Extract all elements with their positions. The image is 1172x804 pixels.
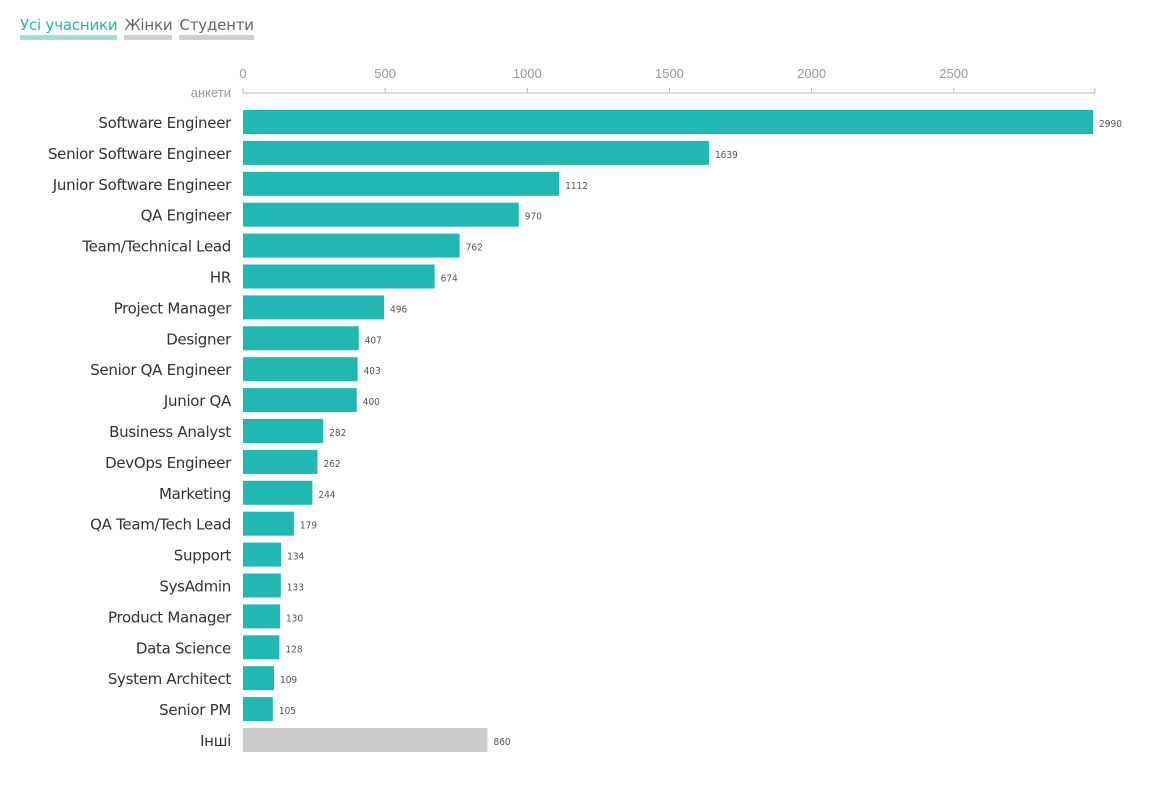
x-axis-title: анкети xyxy=(191,85,231,100)
category-label: DevOps Engineer xyxy=(105,454,232,472)
value-label: 1112 xyxy=(565,181,588,192)
bar[interactable] xyxy=(243,728,488,752)
bar[interactable] xyxy=(243,326,359,351)
category-label: Junior QA xyxy=(163,392,232,410)
value-label: 262 xyxy=(323,459,340,470)
bar[interactable] xyxy=(243,666,274,691)
bar[interactable] xyxy=(243,388,357,413)
value-label: 128 xyxy=(285,644,302,655)
category-label: Project Manager xyxy=(114,299,232,317)
value-label: 133 xyxy=(287,583,304,594)
bar[interactable] xyxy=(243,202,519,227)
bar[interactable] xyxy=(243,511,294,536)
value-label: 282 xyxy=(329,428,346,439)
category-label: Marketing xyxy=(159,485,231,503)
x-tick-label: 2000 xyxy=(797,66,826,81)
category-label: Data Science xyxy=(136,639,231,657)
bar[interactable] xyxy=(243,480,313,505)
category-label: Business Analyst xyxy=(109,423,231,441)
bar[interactable] xyxy=(243,573,281,598)
category-label: Designer xyxy=(166,330,232,348)
category-label: QA Engineer xyxy=(141,207,232,225)
category-label: Support xyxy=(174,547,232,565)
bars: Software Engineer 2990 Senior Software Eng… xyxy=(48,110,1122,752)
value-label: 109 xyxy=(280,675,297,686)
category-label: Senior QA Engineer xyxy=(90,361,232,379)
bar[interactable] xyxy=(243,419,324,443)
value-label: 970 xyxy=(525,212,542,223)
x-tick-label: 0 xyxy=(239,66,246,81)
x-axis: 0 500 1000 1500 2000 2500 xyxy=(239,66,1096,94)
x-tick-label: 1500 xyxy=(655,66,684,81)
category-label: QA Team/Tech Lead xyxy=(90,516,231,534)
value-label: 674 xyxy=(441,274,458,285)
value-label: 1639 xyxy=(715,150,738,161)
bar[interactable] xyxy=(243,357,358,382)
value-label: 496 xyxy=(390,304,407,315)
category-label: Senior PM xyxy=(159,701,231,719)
category-label: Інші xyxy=(200,732,231,750)
value-label: 400 xyxy=(363,397,380,408)
bar[interactable] xyxy=(243,233,460,258)
category-label: Senior Software Engineer xyxy=(48,145,232,163)
x-tick-label: 1000 xyxy=(513,66,542,81)
value-label: 762 xyxy=(466,243,483,254)
bar[interactable] xyxy=(243,295,385,320)
category-label: Product Manager xyxy=(108,608,232,626)
value-label: 134 xyxy=(287,552,304,563)
x-tick-label: 2500 xyxy=(939,66,968,81)
value-label: 130 xyxy=(286,613,303,624)
value-label: 2990 xyxy=(1099,119,1122,130)
value-label: 860 xyxy=(493,737,510,748)
value-label: 244 xyxy=(318,490,335,501)
category-label: Junior Software Engineer xyxy=(52,176,232,194)
value-label: 179 xyxy=(300,521,317,532)
category-label: Software Engineer xyxy=(98,114,232,132)
bar[interactable] xyxy=(243,110,1094,134)
value-label: 403 xyxy=(364,366,381,377)
category-label: System Architect xyxy=(108,670,232,688)
x-tick-label: 500 xyxy=(374,66,396,81)
value-label: 105 xyxy=(279,706,296,717)
category-label: HR xyxy=(210,269,231,287)
bar[interactable] xyxy=(243,171,560,196)
filter-tabs: Усі учасники Жінки Студенти xyxy=(20,16,254,40)
tab-women[interactable]: Жінки xyxy=(124,16,173,40)
tab-students[interactable]: Студенти xyxy=(179,16,254,40)
bar[interactable] xyxy=(243,604,280,629)
category-label: Team/Technical Lead xyxy=(81,238,231,256)
value-label: 407 xyxy=(365,335,382,346)
bar[interactable] xyxy=(243,542,282,567)
category-label: SysAdmin xyxy=(159,578,231,596)
bar[interactable] xyxy=(243,635,280,660)
bar[interactable] xyxy=(243,449,318,474)
bar[interactable] xyxy=(243,140,709,165)
tab-all-participants[interactable]: Усі учасники xyxy=(20,16,118,40)
bar[interactable] xyxy=(243,264,435,289)
bar[interactable] xyxy=(243,697,273,722)
